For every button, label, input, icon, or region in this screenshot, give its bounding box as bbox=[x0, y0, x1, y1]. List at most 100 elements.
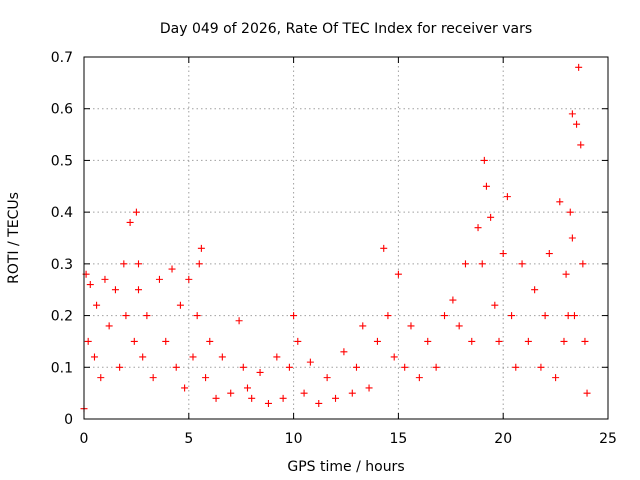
data-point bbox=[401, 363, 409, 371]
data-point bbox=[482, 182, 490, 190]
x-tick-label: 10 bbox=[285, 431, 303, 447]
data-point bbox=[560, 337, 568, 345]
data-point bbox=[575, 63, 583, 71]
data-point bbox=[84, 337, 92, 345]
data-point bbox=[285, 363, 293, 371]
x-tick-label: 25 bbox=[599, 431, 617, 447]
data-point bbox=[181, 384, 189, 392]
chart-title: Day 049 of 2026, Rate Of TEC Index for r… bbox=[160, 21, 532, 37]
data-point bbox=[256, 368, 264, 376]
data-point bbox=[474, 224, 482, 232]
data-point bbox=[424, 337, 432, 345]
data-point bbox=[176, 301, 184, 309]
data-point bbox=[524, 337, 532, 345]
data-point bbox=[478, 260, 486, 268]
data-point bbox=[120, 260, 128, 268]
data-point bbox=[495, 337, 503, 345]
data-point bbox=[579, 260, 587, 268]
data-point bbox=[130, 337, 138, 345]
data-point bbox=[407, 322, 415, 330]
data-point bbox=[202, 374, 210, 382]
data-point bbox=[149, 374, 157, 382]
data-point bbox=[487, 213, 495, 221]
data-point bbox=[212, 394, 220, 402]
data-point bbox=[323, 374, 331, 382]
data-point bbox=[537, 363, 545, 371]
data-point bbox=[352, 363, 360, 371]
data-point bbox=[162, 337, 170, 345]
x-tick-labels: 0 5 10 15 20 25 bbox=[80, 431, 617, 447]
data-point bbox=[384, 312, 392, 320]
y-tick-label: 0.6 bbox=[51, 102, 73, 118]
data-point bbox=[541, 312, 549, 320]
y-tick-label: 0.5 bbox=[51, 153, 73, 169]
y-tick-label: 0.4 bbox=[51, 205, 73, 221]
data-point bbox=[134, 286, 142, 294]
data-point bbox=[531, 286, 539, 294]
data-point bbox=[566, 208, 574, 216]
data-point bbox=[105, 322, 113, 330]
y-axis-label: ROTI / TECUs bbox=[6, 192, 22, 284]
data-point bbox=[86, 281, 94, 289]
data-point bbox=[273, 353, 281, 361]
data-point bbox=[155, 275, 163, 283]
data-point bbox=[306, 358, 314, 366]
data-point bbox=[132, 208, 140, 216]
data-point bbox=[227, 389, 235, 397]
data-point bbox=[518, 260, 526, 268]
data-point bbox=[348, 389, 356, 397]
y-tick-labels: 0 0.1 0.2 0.3 0.4 0.5 0.6 0.7 bbox=[51, 50, 73, 428]
data-point bbox=[218, 353, 226, 361]
data-point bbox=[373, 337, 381, 345]
data-point bbox=[556, 198, 564, 206]
data-point bbox=[365, 384, 373, 392]
data-point bbox=[577, 141, 585, 149]
y-tick-label: 0.3 bbox=[51, 257, 73, 273]
data-point bbox=[193, 312, 201, 320]
data-point bbox=[248, 394, 256, 402]
plot-frame bbox=[83, 56, 609, 420]
data-point bbox=[480, 156, 488, 164]
data-point bbox=[294, 337, 302, 345]
data-point bbox=[552, 374, 560, 382]
grid-layer bbox=[84, 57, 608, 419]
data-point bbox=[568, 110, 576, 118]
data-point bbox=[503, 193, 511, 201]
data-point bbox=[139, 353, 147, 361]
data-point bbox=[101, 275, 109, 283]
data-point bbox=[449, 296, 457, 304]
data-point bbox=[197, 244, 205, 252]
data-point bbox=[568, 234, 576, 242]
data-point bbox=[195, 260, 203, 268]
data-point bbox=[583, 389, 591, 397]
data-point bbox=[499, 250, 507, 258]
y-tick-label: 0.2 bbox=[51, 309, 73, 325]
x-tick-label: 0 bbox=[80, 431, 89, 447]
data-point bbox=[185, 275, 193, 283]
data-point bbox=[235, 317, 243, 325]
data-point bbox=[359, 322, 367, 330]
y-tick-label: 0.1 bbox=[51, 360, 73, 376]
x-tick-label: 5 bbox=[184, 431, 193, 447]
data-point bbox=[122, 312, 130, 320]
data-point bbox=[508, 312, 516, 320]
data-point bbox=[134, 260, 142, 268]
data-point bbox=[570, 312, 578, 320]
x-axis-label: GPS time / hours bbox=[287, 459, 404, 475]
tick-marks bbox=[83, 56, 609, 420]
data-point bbox=[172, 363, 180, 371]
data-point bbox=[581, 337, 589, 345]
data-point bbox=[455, 322, 463, 330]
data-point bbox=[126, 218, 134, 226]
data-points bbox=[80, 63, 591, 413]
data-point bbox=[97, 374, 105, 382]
data-point bbox=[573, 120, 581, 128]
data-point bbox=[300, 389, 308, 397]
data-point bbox=[143, 312, 151, 320]
x-tick-label: 20 bbox=[494, 431, 512, 447]
data-point bbox=[111, 286, 119, 294]
data-point bbox=[512, 363, 520, 371]
data-point bbox=[380, 244, 388, 252]
data-point bbox=[206, 337, 214, 345]
